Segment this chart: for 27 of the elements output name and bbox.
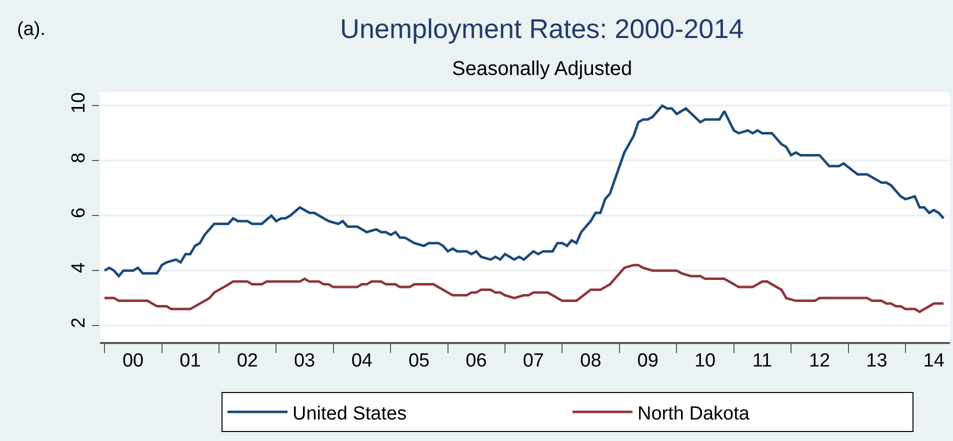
x-tick-label: 00 <box>122 350 144 372</box>
x-tick-label: 04 <box>351 350 373 372</box>
y-tick-label: 4 <box>68 262 90 274</box>
y-tick-label: 2 <box>68 317 90 328</box>
legend-label: United States <box>292 403 407 424</box>
x-tick-label: 07 <box>522 350 544 372</box>
x-tick-label: 08 <box>580 350 602 372</box>
x-tick-label: 11 <box>752 350 772 372</box>
line-series <box>103 104 945 278</box>
x-tick-label: 09 <box>637 350 658 372</box>
y-tick-label: 8 <box>68 152 90 164</box>
y-tick-label: 10 <box>68 92 90 114</box>
x-tick-label: 13 <box>866 350 888 372</box>
chart-title: Unemployment Rates: 2000-2014 <box>340 14 744 44</box>
chart-subtitle: Seasonally Adjusted <box>452 58 632 80</box>
x-tick-label: 14 <box>923 350 945 372</box>
x-tick-label: 10 <box>694 350 716 372</box>
x-tick-label: 02 <box>236 350 258 372</box>
legend-label: North Dakota <box>638 403 750 424</box>
text: (a). <box>17 19 46 40</box>
x-tick-label: 01 <box>180 350 201 372</box>
line-series <box>103 264 945 314</box>
x-tick-label: 03 <box>294 350 316 372</box>
x-tick-label: 12 <box>808 350 830 372</box>
y-tick-label: 6 <box>68 207 90 218</box>
x-tick-label: 05 <box>408 350 430 372</box>
x-tick-label: 06 <box>466 350 487 372</box>
